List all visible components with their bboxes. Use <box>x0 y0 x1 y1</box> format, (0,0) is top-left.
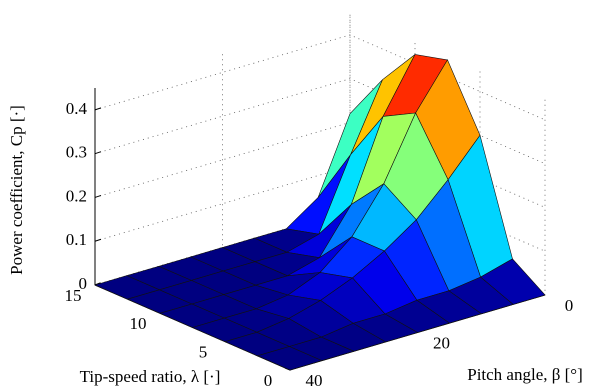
y-axis-label: Pitch angle, β [°] <box>467 365 583 384</box>
x-tick-label: 5 <box>199 343 208 362</box>
z-tick-label: 0.4 <box>66 99 88 118</box>
x-tick-label: 15 <box>65 286 82 305</box>
z-tick-label: 0.3 <box>66 143 87 162</box>
grid-line <box>94 34 546 121</box>
z-axis-label: Power coefficient, Cp [·] <box>7 105 26 275</box>
y-tick-label: 20 <box>433 333 450 352</box>
y-tick-label: 40 <box>306 371 323 390</box>
z-tick-label: 0.1 <box>66 230 87 249</box>
z-tick <box>94 238 102 242</box>
x-tick-label: 0 <box>264 371 273 390</box>
x-axis-label: Tip-speed ratio, λ [·] <box>80 367 221 386</box>
z-tick <box>94 107 102 111</box>
z-tick <box>94 194 102 198</box>
surface-patch <box>256 346 323 371</box>
z-tick-label: 0.2 <box>66 186 87 205</box>
x-tick-label: 10 <box>130 314 147 333</box>
y-tick-label: 0 <box>565 296 574 315</box>
z-tick-label: 0 <box>79 274 88 293</box>
z-tick <box>94 151 102 155</box>
grid-line <box>94 78 546 165</box>
